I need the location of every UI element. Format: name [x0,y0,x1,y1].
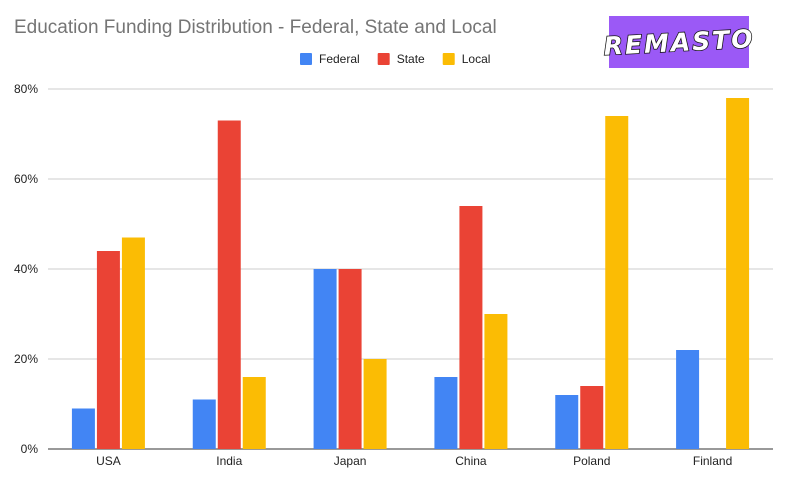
x-tick-label: USA [96,454,121,468]
bar-local-japan [363,359,387,449]
bar-state-japan [338,269,362,449]
bar-local-india [242,377,266,449]
bar-federal-usa [71,408,95,449]
legend-swatch-local [442,53,455,65]
bar-federal-finland [676,350,700,449]
bar-federal-india [192,399,216,449]
bar-local-poland [605,116,629,449]
y-tick-label: 40% [14,262,38,276]
gridlines [48,88,773,450]
x-tick-label: China [455,454,487,468]
y-tick-label: 60% [14,172,38,186]
y-tick-label: 0% [21,442,39,456]
x-tick-label: Poland [573,454,610,468]
bar-state-china [459,206,483,449]
y-tick-label: 80% [14,82,38,96]
y-tick-label: 20% [14,352,38,366]
legend-label-federal: Federal [319,52,360,66]
legend: Federal State Local [300,52,490,66]
bar-local-finland [726,98,750,449]
bar-state-india [217,120,241,449]
legend-label-state: State [397,52,425,66]
bar-local-usa [121,237,145,449]
logo: REMASTO [602,16,756,68]
x-tick-label: India [216,454,242,468]
x-axis: USA India Japan China Poland Finland [96,454,732,468]
bar-federal-poland [555,395,579,449]
legend-label-local: Local [462,52,491,66]
bar-federal-china [434,377,458,449]
x-tick-label: Finland [693,454,732,468]
bars [71,98,750,449]
bar-local-china [484,314,508,449]
legend-swatch-federal [300,53,312,65]
bar-federal-japan [313,269,337,449]
bar-state-usa [96,251,120,449]
y-axis: 0% 20% 40% 60% 80% [14,82,38,456]
legend-swatch-state [377,53,390,65]
bar-state-poland [580,386,604,449]
x-tick-label: Japan [334,454,367,468]
logo-background [609,16,749,68]
chart-title: Education Funding Distribution - Federal… [14,17,497,38]
